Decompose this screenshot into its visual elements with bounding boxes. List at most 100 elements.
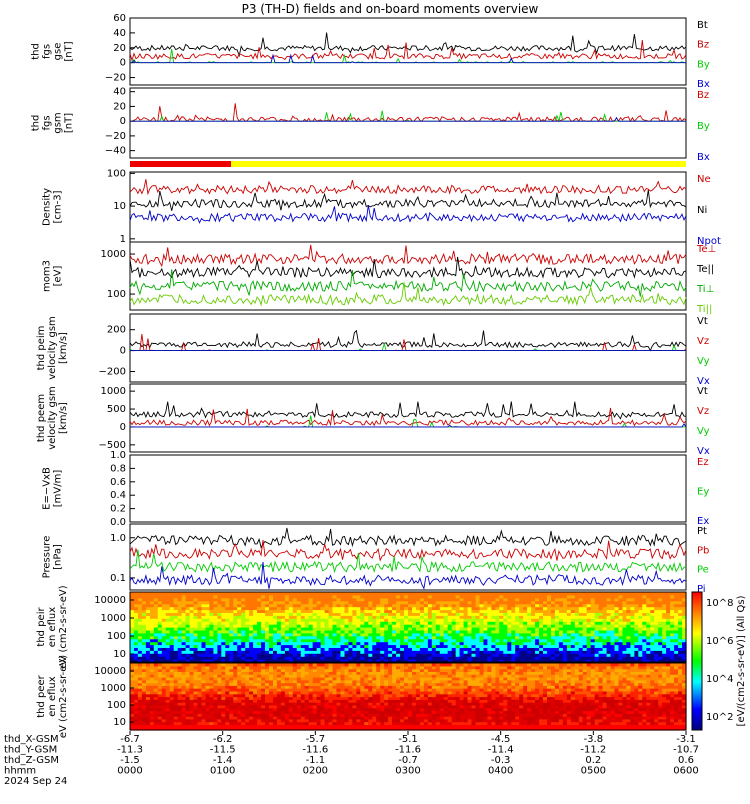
spectrogram-cell [213,663,218,666]
legend-entry: Ti|| [696,304,712,315]
spectrogram-cell [368,592,373,596]
spectrogram-cell [198,601,203,605]
spectrogram-cell [158,636,163,640]
spectrogram-cell [281,618,286,622]
spectrogram-cell [293,636,298,640]
spectrogram-cell [170,636,175,640]
spectrogram-cell [519,636,524,640]
spectrogram-cell [452,592,457,596]
spectrogram-cell [583,601,588,605]
legend-entry: By [697,59,710,70]
spectrogram-cell [460,636,465,640]
spectrogram-cell [380,653,385,657]
spectrogram-cell [241,618,246,622]
spectrogram-cell [285,618,290,622]
spectrogram-cell [174,636,179,640]
spectrogram-cell [611,601,616,605]
spectrogram-cell [424,653,429,657]
spectrogram-cell [158,601,163,605]
y-axis-label: thd peemvelocity gsm[km/s] [36,386,69,450]
spectrogram-cell [237,601,242,605]
spectrogram-cell [626,653,631,657]
spectrogram-cell [352,618,357,622]
spectrogram-cell [348,636,353,640]
spectrogram-cell [611,592,616,596]
spectrogram-cell [154,653,159,657]
y-tick-label: 0 [120,422,126,433]
spectrogram-cell [642,636,647,640]
spectrogram-cell [563,618,568,622]
spectrogram-cell [333,601,338,605]
spectrogram-cell [154,636,159,640]
spectrogram-cell [404,592,409,596]
spectrogram-cell [225,636,230,640]
spectrogram-cell [491,653,496,657]
spectrogram-cell [531,618,536,622]
spectrogram-cell [487,618,492,622]
spectrogram-cell [333,663,338,666]
spectrogram-cell [535,653,540,657]
spectrogram-cell [591,601,596,605]
spectrogram-cell [670,618,675,622]
spectrogram-cell [666,592,671,596]
spectrogram-cell [380,618,385,622]
spectrogram-cell [166,636,171,640]
spectrogram-cell [491,636,496,640]
spectrogram-cell [360,601,365,605]
y-axis-label: Density[cm-3] [42,188,64,226]
spectrogram-cell [535,636,540,640]
spectrogram-cell [142,592,147,596]
spectrogram-cell [666,601,671,605]
spectrogram-cell [174,592,179,596]
spectrogram-cell [265,663,270,666]
spectrogram-cell [408,618,413,622]
spectrogram-cell [198,663,203,666]
spectrogram-cell [364,592,369,596]
spectrogram-cell [392,636,397,640]
spectrogram-cell [380,601,385,605]
spectrogram-cell [186,636,191,640]
spectrogram-cell [396,636,401,640]
spectrogram-cell [654,618,659,622]
spectrogram-cell [313,663,318,666]
spectrogram-cell [368,663,373,666]
spectrogram-cell [575,592,580,596]
spectrogram-cell [670,636,675,640]
spectrogram-cell [376,592,381,596]
spectrogram-cell [452,601,457,605]
spectrogram-cell [277,653,282,657]
spectrogram-cell [615,601,620,605]
spectrogram-cell [619,592,624,596]
legend-entry: By [697,121,710,132]
spectrogram-cell [666,653,671,657]
spectrogram-cell [555,592,560,596]
spectrogram-cell [424,592,429,596]
spectrogram-cell [515,653,520,657]
panel-frame [130,455,686,522]
spectrogram-cell [388,592,393,596]
spectrogram-cell [166,618,171,622]
spectrogram-cell [543,601,548,605]
spectrogram-cell [170,601,175,605]
spectrogram-cell [198,653,203,657]
spectrogram-cell [476,592,481,596]
spectrogram-cell [325,592,330,596]
spectrogram-cell [615,618,620,622]
spectrogram-cell [448,653,453,657]
spectrogram-cell [452,618,457,622]
spectrogram-cell [241,653,246,657]
spectrogram-cell [194,653,199,657]
spectrogram-cell [174,663,179,666]
spectrogram-cell [575,653,580,657]
spectrogram-cell [130,601,135,605]
spectrogram-cell [225,618,230,622]
spectrogram-cell [269,601,274,605]
spectrogram-cell [352,636,357,640]
spectrogram-cell [194,601,199,605]
spectrogram-cell [587,636,592,640]
